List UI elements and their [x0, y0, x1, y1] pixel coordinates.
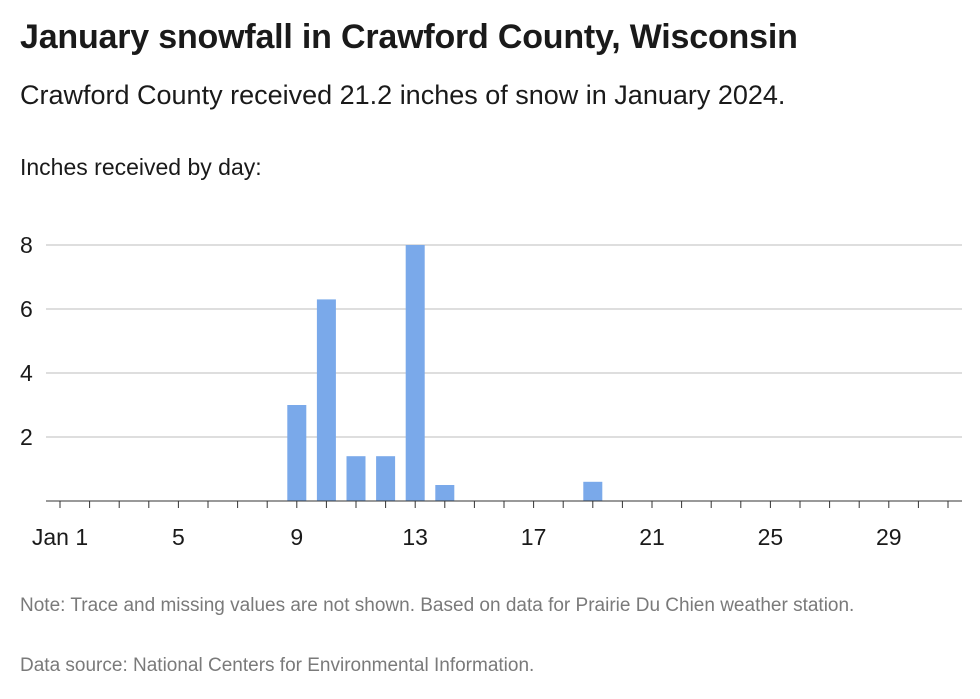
x-axis	[46, 500, 962, 508]
bar-jan-19	[583, 481, 603, 501]
x-tick-label-17: 17	[521, 524, 547, 550]
x-tick-label-25: 25	[758, 524, 784, 550]
x-tick-label-29: 29	[876, 524, 902, 550]
bar-jan-9	[287, 405, 307, 501]
x-tick-label-9: 9	[290, 524, 303, 550]
y-tick-label-6: 6	[20, 296, 33, 322]
x-tick-label-1: Jan 1	[32, 524, 88, 550]
chart-subtitle: Crawford County received 21.2 inches of …	[20, 80, 786, 110]
y-tick-label-4: 4	[20, 360, 33, 386]
bar-jan-12	[376, 456, 396, 501]
chart-note: Note: Trace and missing values are not s…	[20, 595, 855, 616]
bar-jan-13	[405, 245, 425, 501]
chart-title: January snowfall in Crawford County, Wis…	[20, 18, 798, 56]
y-tick-labels: 2 4 6 8	[20, 232, 33, 450]
x-tick-label-5: 5	[172, 524, 185, 550]
x-tick-labels: Jan 1 5 9 13 17 21 25 29	[32, 524, 902, 550]
bar-jan-14	[435, 485, 455, 501]
y-tick-label-8: 8	[20, 232, 33, 258]
bar-jan-11	[346, 456, 366, 501]
chart-source: Data source: National Centers for Enviro…	[20, 655, 535, 676]
y-tick-label-2: 2	[20, 424, 33, 450]
x-tick-label-21: 21	[639, 524, 665, 550]
gridlines	[46, 244, 962, 438]
bar-chart: 2 4 6 8 Jan 1 5 9 13 17 21 25 29	[20, 232, 962, 550]
y-axis-label: Inches received by day:	[20, 154, 262, 180]
x-tick-label-13: 13	[402, 524, 428, 550]
bars	[287, 245, 603, 501]
bar-jan-10	[316, 299, 336, 501]
